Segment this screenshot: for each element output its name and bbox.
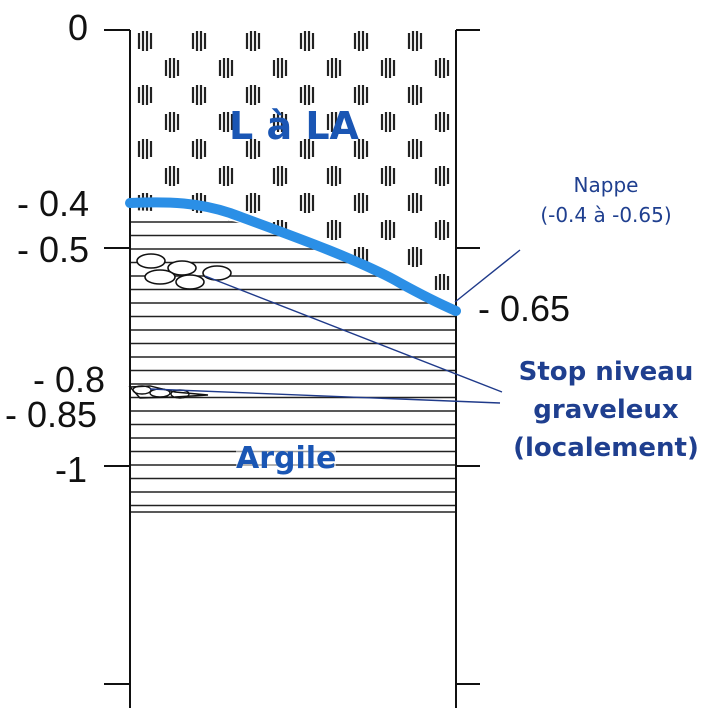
gravel-leader-line xyxy=(204,275,503,393)
depth-label-minus-1: -1 xyxy=(55,449,88,490)
lens-leader-line xyxy=(149,388,501,404)
depth-label-minus-0-4: - 0.4 xyxy=(17,183,90,224)
annotation-stop-line2: graveleux xyxy=(533,395,679,425)
layer-label-clay: Argile xyxy=(236,441,337,476)
layer-label-silt: L à LA xyxy=(229,104,359,148)
gravel-stones xyxy=(136,253,232,290)
annotation-stop-line3: (localement) xyxy=(513,433,699,463)
annotation-stop-line1: Stop niveau xyxy=(518,357,694,387)
depth-label-minus-0-5: - 0.5 xyxy=(17,229,90,270)
water-table-line xyxy=(125,197,461,316)
annotation-stop-gravel: Stop niveau graveleux (localement) xyxy=(494,353,718,467)
clay-hatching xyxy=(130,210,456,512)
nappe-leader-line xyxy=(454,249,521,303)
annotation-nappe-range: (-0.4 à -0.65) xyxy=(540,203,672,227)
annotation-nappe-title: Nappe xyxy=(573,173,639,197)
annotation-nappe: Nappe (-0.4 à -0.65) xyxy=(506,170,706,230)
depth-label-0: 0 xyxy=(68,7,89,48)
depth-label-minus-0-65: - 0.65 xyxy=(478,288,571,329)
depth-label-minus-0-8: - 0.8 xyxy=(33,359,106,400)
depth-label-minus-0-85: - 0.85 xyxy=(5,394,98,435)
